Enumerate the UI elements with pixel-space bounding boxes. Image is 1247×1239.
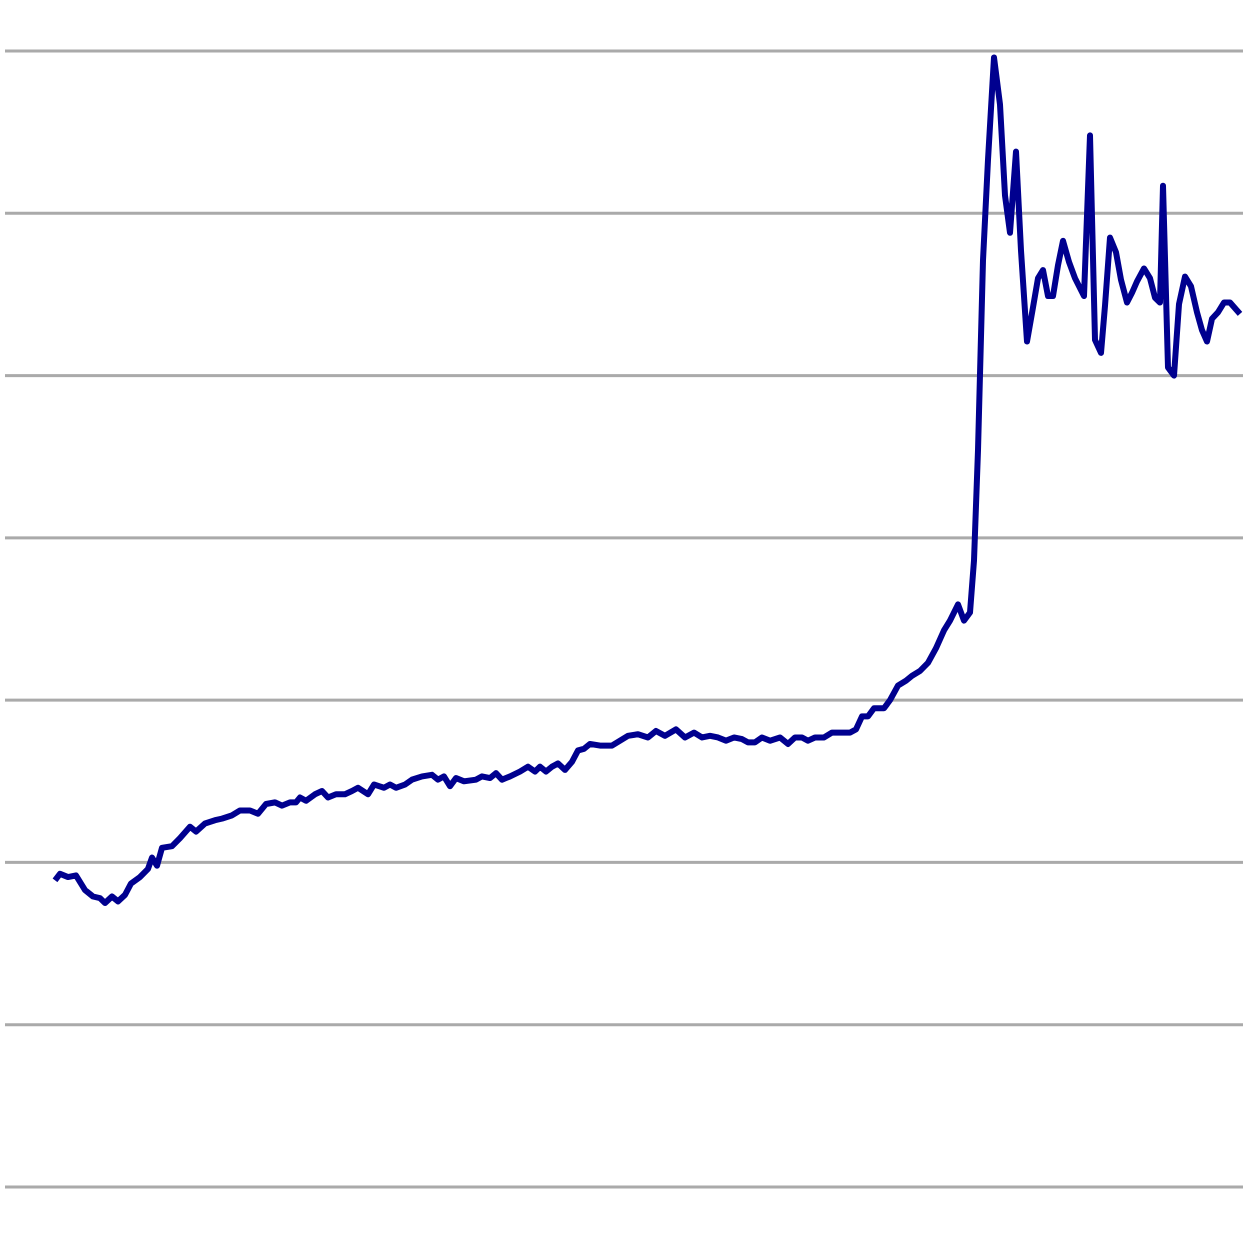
line-series (52, 54, 1243, 906)
